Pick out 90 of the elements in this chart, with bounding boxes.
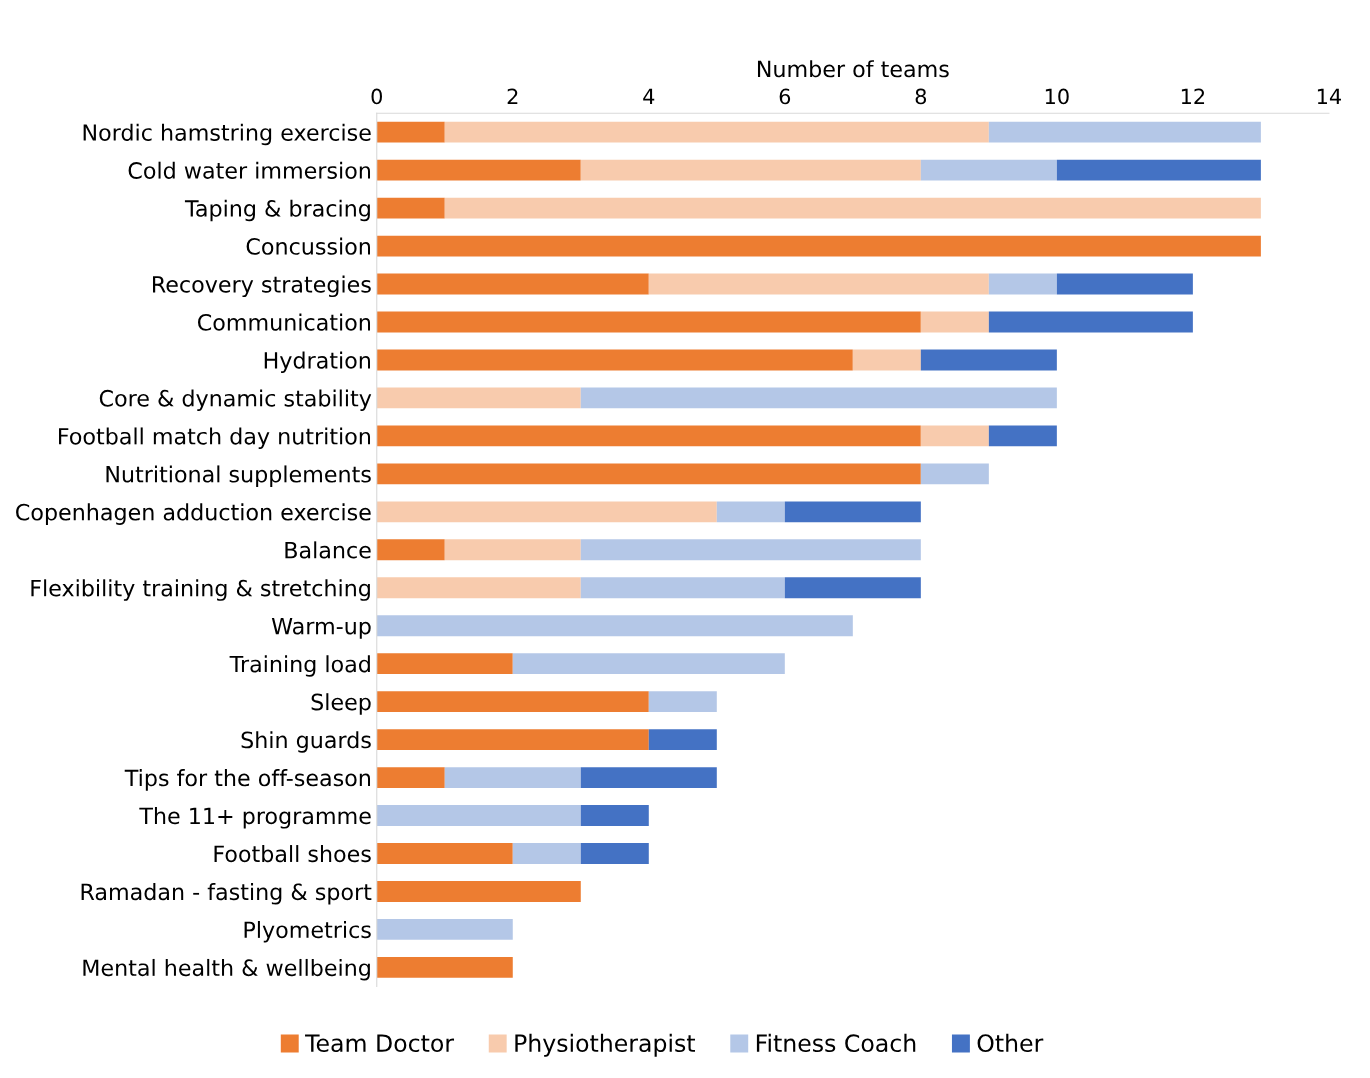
y-tick-label: Cold water immersion [128, 161, 371, 179]
y-tick-label: Copenhagen adduction exercise [16, 503, 371, 525]
x-tick-label: 10 [1045, 88, 1069, 105]
y-tick-label: Plyometrics [244, 920, 371, 943]
legend-label: Team Doctor [305, 1034, 455, 1053]
bar [988, 311, 1193, 333]
legend-label: Other [977, 1033, 1044, 1053]
y-tick-label: Communication [197, 313, 371, 331]
bar [376, 691, 649, 713]
bar [376, 235, 1261, 257]
bar [376, 463, 921, 485]
x-tick-label: 6 [779, 88, 791, 105]
bar [376, 273, 649, 295]
bar [376, 767, 445, 789]
y-tick-label: Tips for the off-season [124, 769, 371, 791]
y-tick-label: Recovery strategies [153, 275, 371, 298]
bar [988, 273, 1057, 295]
bar [784, 501, 921, 523]
x-tick-label: 12 [1181, 88, 1205, 104]
x-tick-label: 4 [643, 88, 655, 104]
bar [376, 425, 921, 447]
bar [376, 918, 513, 940]
bar [988, 425, 1057, 447]
bar [648, 691, 717, 713]
bar [1056, 159, 1261, 181]
bar [580, 539, 921, 561]
bar [580, 159, 921, 181]
bar [852, 349, 921, 371]
y-tick-label: The 11+ programme [139, 807, 371, 829]
bar [580, 805, 649, 826]
x-tick-label: 0 [371, 88, 382, 105]
bar [376, 881, 581, 902]
bar [920, 159, 1057, 181]
bar [376, 159, 581, 181]
x-tick-label: 8 [915, 88, 927, 105]
bar [648, 273, 989, 295]
bar [512, 653, 785, 675]
y-tick-label: Football match day nutrition [59, 427, 371, 449]
bar [580, 577, 785, 599]
bar [920, 463, 989, 485]
y-tick-label: Sleep [311, 693, 371, 715]
x-tick-label: 14 [1317, 88, 1341, 104]
bar [988, 121, 1261, 143]
bar [580, 767, 717, 789]
bar [376, 729, 649, 751]
bar [444, 197, 1261, 219]
legend-label: Physiotherapist [515, 1033, 696, 1057]
y-tick-label: Hydration [264, 351, 370, 374]
legend-label: Fitness Coach [756, 1033, 916, 1053]
bar [376, 501, 717, 523]
y-tick-label: Taping & bracing [184, 199, 370, 222]
y-tick-label: Concussion [246, 237, 370, 255]
y-tick-label: Balance [285, 541, 371, 559]
bar [376, 349, 853, 371]
bar [444, 539, 581, 561]
y-tick-label: Mental health & wellbeing [83, 958, 370, 981]
bar [920, 425, 989, 447]
bar [376, 197, 445, 219]
bar [580, 387, 1057, 409]
bar [376, 311, 921, 333]
bar [376, 539, 445, 561]
bar [1056, 273, 1193, 295]
y-tick-label: Ramadan - fasting & sport [81, 883, 372, 905]
bar [376, 577, 581, 599]
bar [376, 653, 513, 675]
bar [376, 805, 581, 826]
bar [920, 311, 989, 333]
bar [716, 501, 785, 523]
bar [376, 956, 513, 978]
bar [376, 843, 513, 864]
bar [920, 349, 1057, 371]
bar [376, 121, 445, 143]
bar [376, 615, 853, 637]
bar [444, 767, 581, 789]
bar [784, 577, 921, 599]
y-tick-label: Core & dynamic stability [99, 389, 372, 411]
x-tick-label: 2 [507, 88, 518, 104]
bar [580, 843, 649, 864]
y-tick-label: Training load [229, 655, 370, 677]
x-axis-title: Number of teams [757, 60, 949, 78]
bar [376, 387, 581, 409]
y-tick-label: Nordic hamstring exercise [83, 123, 371, 146]
bar [648, 729, 717, 751]
y-tick-label: Nutritional supplements [106, 465, 371, 487]
y-tick-label: Warm-up [271, 617, 371, 639]
bar [444, 121, 989, 143]
y-tick-label: Flexibility training & stretching [31, 579, 370, 601]
y-tick-label: Football shoes [214, 845, 371, 863]
bar [512, 843, 581, 864]
y-tick-label: Shin guards [241, 731, 371, 753]
